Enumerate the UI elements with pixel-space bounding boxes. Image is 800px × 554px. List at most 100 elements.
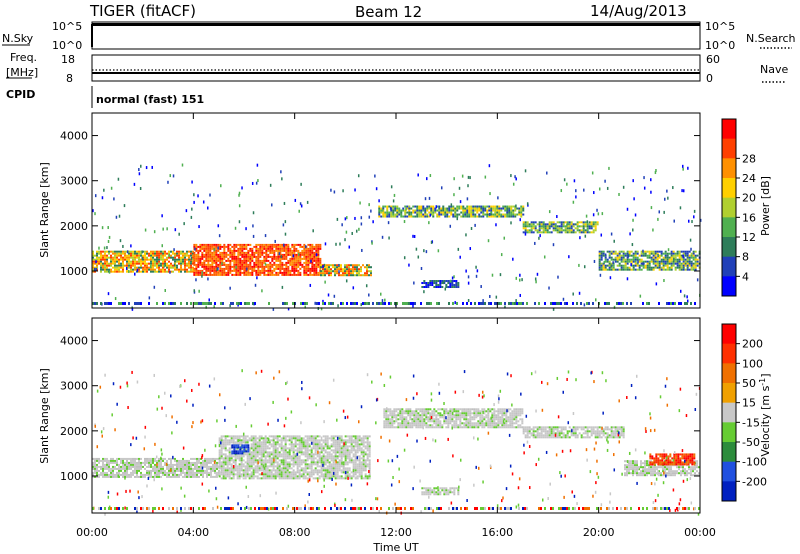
velocity-data-cell <box>268 453 271 456</box>
power-data-cell <box>441 280 444 283</box>
power-data-cell <box>293 251 296 254</box>
power-data-cell <box>146 252 148 255</box>
power-colorbar-tick-label: 4 <box>742 270 749 283</box>
power-data-cell <box>114 264 116 267</box>
power-data-cell <box>322 274 324 277</box>
velocity-data-cell <box>334 463 337 466</box>
power-data-cell <box>684 260 687 263</box>
velocity-data-cell <box>256 451 259 454</box>
power-data-cell <box>305 255 308 258</box>
power-nearrange-cell <box>94 302 96 305</box>
power-scatter-cell <box>107 292 110 296</box>
power-data-cell <box>102 268 104 271</box>
velocity-data-cell <box>310 459 313 462</box>
power-data-cell <box>616 260 619 263</box>
velocity-data-cell <box>152 469 154 472</box>
power-scatter-cell <box>548 210 551 214</box>
velocity-data-cell <box>266 455 269 458</box>
power-data-cell <box>392 211 395 214</box>
power-data-cell <box>614 268 617 271</box>
power-data-cell <box>132 256 134 259</box>
power-data-cell <box>132 264 134 267</box>
velocity-data-cell <box>200 469 202 472</box>
velocity-data-cell <box>356 443 359 446</box>
power-data-cell <box>267 269 270 272</box>
velocity-data-cell <box>180 459 182 462</box>
power-data-cell <box>398 207 401 210</box>
power-data-cell <box>275 259 278 262</box>
power-data-cell <box>446 209 449 212</box>
power-data-cell <box>174 254 176 257</box>
velocity-data-cell <box>132 465 134 468</box>
power-data-cell <box>606 258 609 261</box>
power-data-cell <box>188 260 190 263</box>
power-data-cell <box>380 209 383 212</box>
power-data-cell <box>464 215 467 218</box>
power-data-cell <box>532 227 535 230</box>
velocity-data-cell <box>168 467 170 470</box>
velocity-data-cell <box>248 457 251 460</box>
velocity-data-cell <box>344 439 347 442</box>
power-data-cell <box>291 251 294 254</box>
power-scatter-cell <box>213 248 216 252</box>
power-data-cell <box>626 260 629 263</box>
power-data-cell <box>514 209 517 212</box>
power-data-cell <box>408 209 411 212</box>
power-data-cell <box>426 207 429 210</box>
velocity-data-cell <box>196 465 198 468</box>
velocity-data-cell <box>362 443 365 446</box>
velocity-data-cell <box>310 455 313 458</box>
power-data-cell <box>462 211 465 214</box>
power-data-cell <box>412 215 415 218</box>
power-data-cell <box>466 205 469 208</box>
velocity-data-cell <box>362 449 365 452</box>
power-data-cell <box>178 262 180 265</box>
power-data-cell <box>168 250 170 253</box>
power-scatter-cell <box>278 252 281 256</box>
power-data-cell <box>566 231 569 234</box>
power-data-cell <box>624 258 627 261</box>
power-data-cell <box>98 258 100 261</box>
power-nearrange-cell <box>248 302 250 305</box>
velocity-data-cell <box>338 475 341 478</box>
power-data-cell <box>686 254 689 257</box>
power-data-cell <box>305 261 308 264</box>
power-data-cell <box>287 245 290 248</box>
power-data-cell <box>424 207 427 210</box>
power-data-cell <box>309 261 312 264</box>
power-data-cell <box>104 258 106 261</box>
power-data-cell <box>436 215 439 218</box>
power-data-cell <box>386 207 389 210</box>
velocity-data-cell <box>224 453 227 456</box>
power-data-cell <box>390 205 393 208</box>
velocity-data-cell <box>188 473 190 476</box>
power-data-cell <box>433 280 436 283</box>
power-data-cell <box>188 254 190 257</box>
power-data-cell <box>317 249 320 252</box>
velocity-data-cell <box>262 437 265 440</box>
power-data-cell <box>184 256 186 259</box>
power-data-cell <box>130 268 132 271</box>
power-data-cell <box>439 280 442 283</box>
power-data-cell <box>203 253 206 256</box>
power-data-cell <box>275 255 278 258</box>
power-data-cell <box>528 231 531 234</box>
velocity-data-cell <box>236 441 239 444</box>
velocity-data-cell <box>170 457 172 460</box>
velocity-data-cell <box>270 459 273 462</box>
velocity-data-cell <box>270 435 273 438</box>
power-data-cell <box>584 229 587 232</box>
velocity-data-cell <box>358 463 361 466</box>
velocity-data-cell <box>194 457 196 460</box>
power-data-cell <box>380 211 383 214</box>
velocity-data-cell <box>292 477 295 480</box>
power-data-cell <box>486 215 489 218</box>
velocity-data-cell <box>192 463 194 466</box>
velocity-data-cell <box>222 441 225 444</box>
power-data-cell <box>223 257 226 260</box>
power-scatter-cell <box>519 218 521 222</box>
power-data-cell <box>295 247 298 250</box>
power-scatter-cell <box>108 235 111 239</box>
power-data-cell <box>540 231 543 234</box>
nsky-label: N.Sky <box>2 32 34 45</box>
